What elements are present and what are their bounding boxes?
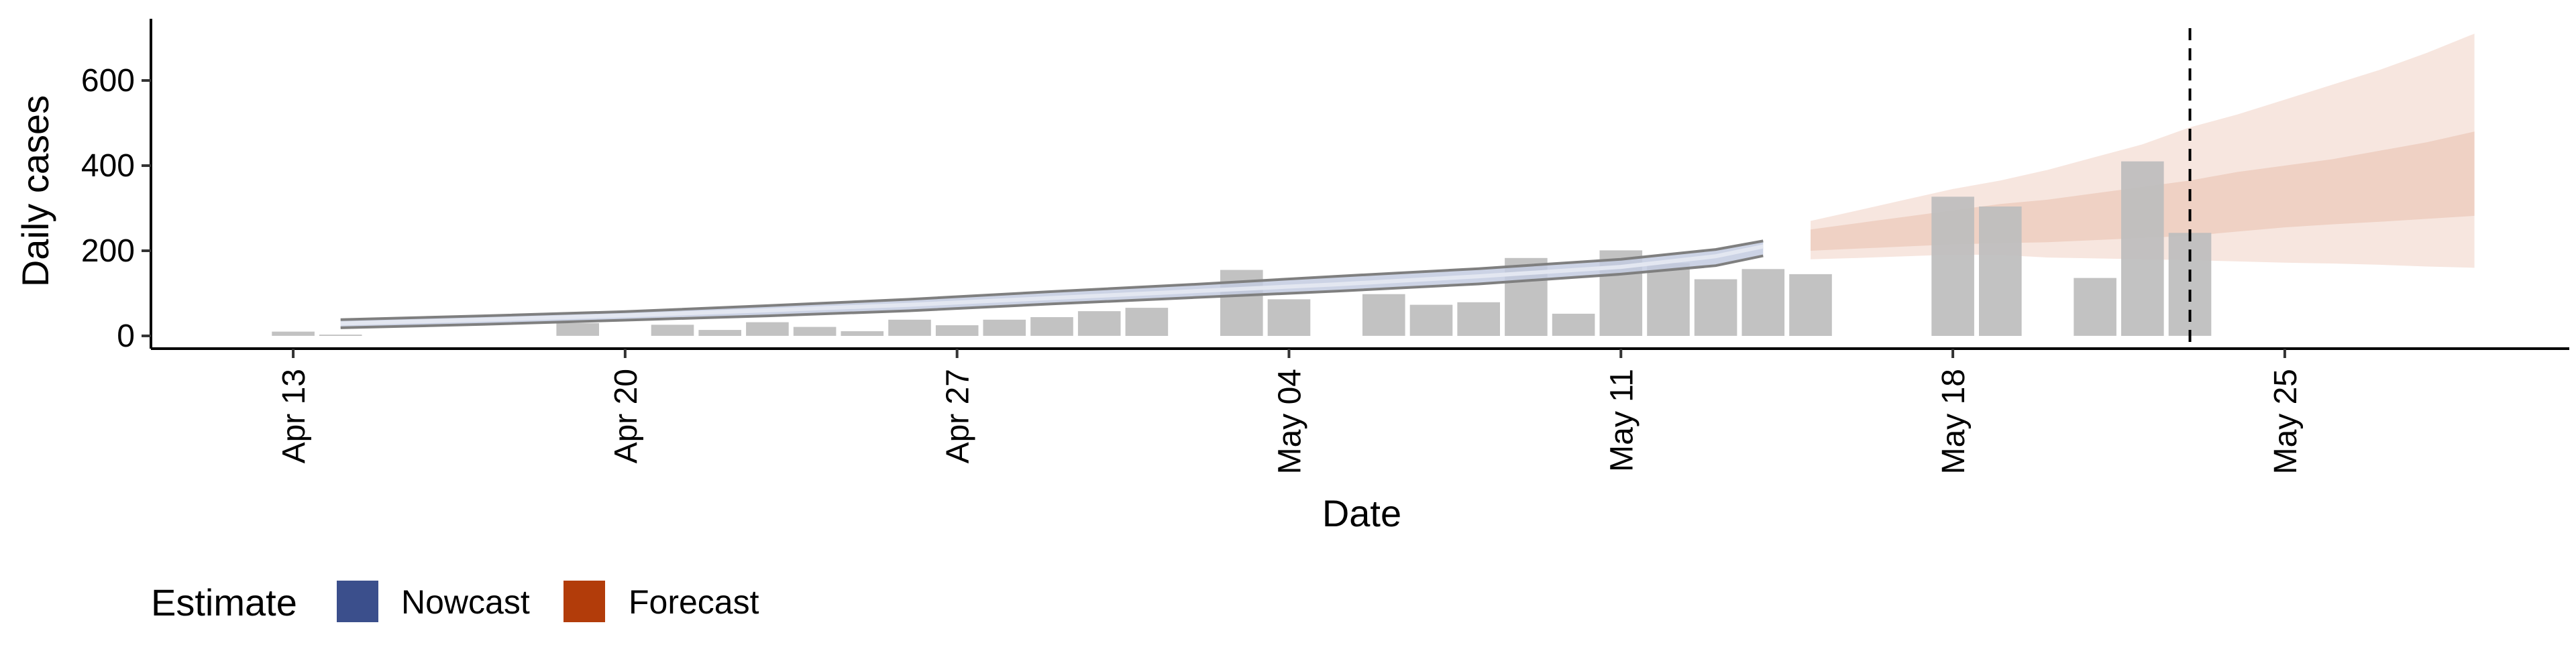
bar-2020-04-23 (746, 322, 789, 336)
bar-2020-05-12 (1647, 263, 1690, 336)
bar-2020-04-25 (841, 331, 884, 336)
bar-2020-05-18 (1931, 196, 1974, 336)
nowcast-band (340, 239, 1764, 329)
x-tick-label: May 25 (2268, 369, 2304, 474)
y-tick-label: 400 (81, 148, 135, 184)
x-tick-label: Apr 13 (276, 369, 312, 463)
x-axis-title: Date (1322, 492, 1401, 534)
y-tick-label: 200 (81, 233, 135, 269)
bar-2020-05-04 (1267, 299, 1311, 336)
y-axis-title: Daily cases (14, 95, 56, 287)
bar-2020-04-24 (793, 327, 837, 336)
x-tick-label: May 11 (1604, 369, 1640, 472)
bar-2020-04-13 (272, 331, 315, 336)
bar-2020-05-14 (1741, 269, 1785, 336)
bar-2020-04-22 (698, 330, 741, 336)
bar-2020-04-27 (935, 325, 979, 336)
nowcast-lower-line (340, 254, 1764, 329)
bar-2020-04-21 (651, 325, 694, 336)
bar-2020-05-06 (1362, 294, 1405, 336)
bar-2020-05-22 (2121, 161, 2164, 336)
y-axis-ticks: 0 200 400 600 (81, 63, 151, 354)
x-tick-label: May 04 (1273, 369, 1308, 474)
bar-2020-04-26 (888, 319, 931, 336)
bar-2020-05-08 (1457, 302, 1500, 336)
observed-bars (272, 161, 2212, 336)
x-tick-label: Apr 20 (608, 369, 644, 463)
legend-swatch-nowcast (337, 581, 378, 622)
bar-2020-04-14 (319, 335, 362, 336)
x-tick-label: Apr 27 (941, 369, 976, 463)
x-axis-ticks: Apr 13 Apr 20 Apr 27 May 04 May 11 May 18 May … (276, 349, 2304, 474)
bar-2020-04-28 (983, 319, 1026, 336)
legend-swatch-forecast (564, 581, 605, 622)
legend-label-nowcast: Nowcast (401, 583, 530, 621)
bar-2020-05-19 (1979, 207, 2022, 336)
y-tick-label: 600 (81, 63, 135, 99)
x-tick-label: May 18 (1936, 369, 1972, 474)
nowcast-upper-line (340, 239, 1764, 321)
bar-2020-05-21 (2074, 278, 2116, 336)
legend-title: Estimate (151, 581, 297, 624)
bar-2020-04-19 (556, 322, 599, 336)
bar-2020-05-13 (1694, 279, 1737, 336)
legend: Estimate Nowcast Forecast (151, 581, 759, 624)
bar-2020-05-07 (1409, 304, 1453, 336)
bar-2020-05-15 (1789, 274, 1832, 336)
y-tick-label: 0 (117, 318, 135, 354)
bar-2020-05-10 (1552, 313, 1595, 336)
legend-label-forecast: Forecast (629, 583, 759, 621)
bar-2020-04-29 (1030, 317, 1073, 336)
nowcast-median-line (340, 244, 1764, 326)
bar-2020-05-01 (1125, 308, 1169, 336)
axes (150, 19, 2569, 350)
bar-2020-04-30 (1077, 311, 1121, 336)
